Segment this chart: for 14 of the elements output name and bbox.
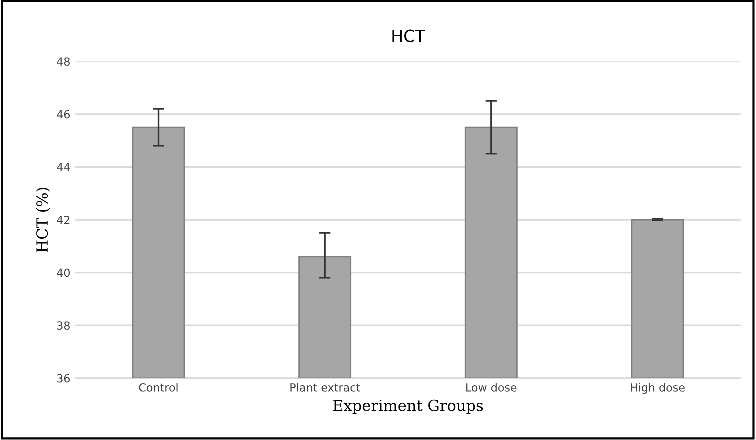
- x-tick-label: High dose: [631, 383, 685, 394]
- y-tick-label: 36: [57, 374, 70, 383]
- y-tick-label: 44: [57, 163, 70, 172]
- y-tick-label: 42: [57, 216, 70, 224]
- y-tick-label: 38: [57, 322, 70, 330]
- y-tick-label: 48: [57, 58, 70, 66]
- y-axis-title: HCT (%): [36, 188, 50, 252]
- x-tick-label: Control: [139, 383, 178, 392]
- y-tick-label: 40: [57, 268, 70, 278]
- x-tick-label: Low dose: [466, 383, 517, 392]
- x-axis-title: Experiment Groups: [333, 400, 484, 414]
- chart-title: HCT: [392, 30, 426, 42]
- x-tick-label: Plant extract: [290, 383, 360, 392]
- y-tick-label: 46: [57, 110, 70, 119]
